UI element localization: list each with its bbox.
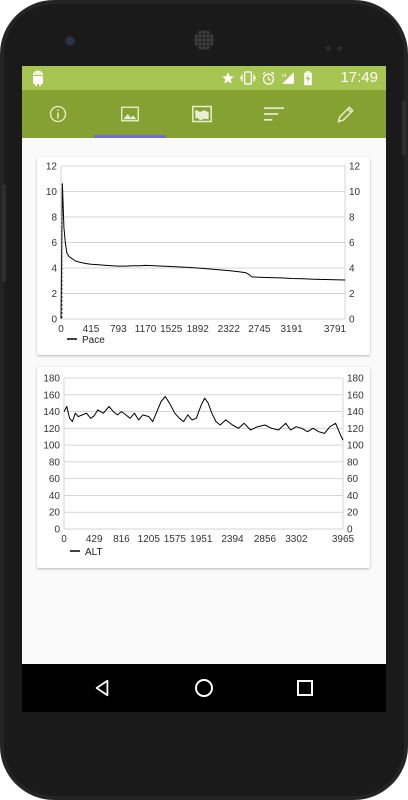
y-tick-label-left: 12 xyxy=(46,162,58,173)
home-button[interactable] xyxy=(174,664,234,712)
y-tick-label-right: 0 xyxy=(347,525,353,536)
x-tick-label: 3791 xyxy=(324,324,347,335)
x-tick-label: 415 xyxy=(83,324,100,335)
y-tick-label-left: 100 xyxy=(43,441,60,452)
y-tick-label-left: 60 xyxy=(49,474,61,485)
x-tick-label: 1525 xyxy=(160,324,183,335)
image-icon xyxy=(121,106,139,122)
status-bar: H 17:49 xyxy=(22,66,386,90)
legend-label: ALT xyxy=(85,547,103,558)
power-button xyxy=(402,100,406,156)
x-tick-label: 2394 xyxy=(221,534,244,545)
vibrate-icon xyxy=(240,70,256,86)
x-tick-label: 3302 xyxy=(285,534,308,545)
alarm-icon xyxy=(260,70,276,86)
y-tick-label-right: 180 xyxy=(347,374,364,385)
back-button[interactable] xyxy=(72,664,132,712)
y-tick-label-right: 40 xyxy=(347,491,359,502)
battery-charging-icon xyxy=(300,70,316,86)
tab-bar xyxy=(22,90,386,138)
y-tick-label-right: 160 xyxy=(347,390,364,401)
earpiece-speaker xyxy=(194,30,214,50)
x-tick-label: 3965 xyxy=(332,534,355,545)
selected-tab-indicator xyxy=(94,135,166,138)
x-tick-label: 1575 xyxy=(164,534,187,545)
y-tick-label-left: 160 xyxy=(43,390,60,401)
y-tick-label-left: 120 xyxy=(43,424,60,435)
x-tick-label: 2322 xyxy=(218,324,241,335)
y-tick-label-left: 180 xyxy=(43,374,60,385)
signal-icon: H xyxy=(280,70,296,86)
recents-icon xyxy=(297,680,313,696)
tab-sort[interactable] xyxy=(238,90,310,138)
tab-edit[interactable] xyxy=(310,90,382,138)
legend-label: Pace xyxy=(82,335,105,346)
y-tick-label-right: 20 xyxy=(347,508,359,519)
y-tick-label-left: 0 xyxy=(54,525,60,536)
navigation-bar xyxy=(22,664,386,712)
back-icon xyxy=(95,679,109,697)
series-line-pace xyxy=(60,183,346,320)
y-tick-label-right: 120 xyxy=(347,424,364,435)
sensor-dots xyxy=(326,38,356,51)
y-tick-label-right: 2 xyxy=(349,289,355,300)
y-tick-label-left: 10 xyxy=(46,187,58,198)
x-tick-label: 1892 xyxy=(187,324,210,335)
pencil-icon xyxy=(337,106,354,123)
y-tick-label-left: 2 xyxy=(51,289,57,300)
y-tick-label-right: 60 xyxy=(347,474,359,485)
x-tick-label: 1951 xyxy=(190,534,213,545)
y-tick-label-right: 10 xyxy=(349,187,361,198)
home-icon xyxy=(195,679,213,697)
y-tick-label-right: 100 xyxy=(347,441,364,452)
x-tick-label: 0 xyxy=(61,534,67,545)
tab-chart[interactable] xyxy=(94,90,166,138)
y-tick-label-left: 80 xyxy=(49,457,61,468)
altitude-chart-card: 0 0 20 20 40 40 60 60 80 80 100 100 120 120 140 140 160 1… xyxy=(37,367,370,568)
x-tick-label: 1205 xyxy=(138,534,161,545)
x-tick-label: 3191 xyxy=(280,324,303,335)
y-tick-label-left: 8 xyxy=(51,213,57,224)
recents-button[interactable] xyxy=(275,664,335,712)
x-tick-label: 1170 xyxy=(135,324,157,335)
front-camera xyxy=(66,37,74,45)
x-tick-label: 0 xyxy=(58,324,64,335)
y-tick-label-left: 6 xyxy=(51,238,57,249)
volume-button xyxy=(2,184,6,282)
star-icon xyxy=(220,70,236,86)
x-tick-label: 793 xyxy=(110,324,127,335)
x-tick-label: 816 xyxy=(113,534,130,545)
status-time: 17:49 xyxy=(340,69,378,86)
android-icon xyxy=(33,70,43,86)
y-tick-label-left: 40 xyxy=(49,491,61,502)
sort-lines-icon xyxy=(264,107,284,121)
y-tick-label-right: 12 xyxy=(349,162,361,173)
series-line-alt xyxy=(63,396,344,441)
y-tick-label-left: 0 xyxy=(51,315,57,326)
y-tick-label-right: 8 xyxy=(349,213,355,224)
info-icon xyxy=(49,105,67,123)
map-icon xyxy=(192,105,212,123)
x-tick-label: 2745 xyxy=(248,324,271,335)
y-tick-label-left: 20 xyxy=(49,508,61,519)
y-tick-label-right: 0 xyxy=(349,315,355,326)
svg-text:H: H xyxy=(282,73,286,79)
content-area: 0 0 2 2 4 4 6 6 8 8 10 10 12 12 0 415 793 1170 1525 1892 232… xyxy=(22,138,386,712)
screen: H 17:49 xyxy=(22,66,386,712)
y-tick-label-right: 80 xyxy=(347,457,359,468)
y-tick-label-left: 140 xyxy=(43,407,60,418)
x-tick-label: 429 xyxy=(86,534,103,545)
y-tick-label-right: 140 xyxy=(347,407,364,418)
pace-chart-card: 0 0 2 2 4 4 6 6 8 8 10 10 12 12 0 415 793 1170 1525 1892 232… xyxy=(37,157,370,355)
tab-info[interactable] xyxy=(22,90,94,138)
y-tick-label-right: 4 xyxy=(349,264,355,275)
y-tick-label-right: 6 xyxy=(349,238,355,249)
y-tick-label-left: 4 xyxy=(51,264,57,275)
tab-map[interactable] xyxy=(166,90,238,138)
x-tick-label: 2856 xyxy=(254,534,277,545)
